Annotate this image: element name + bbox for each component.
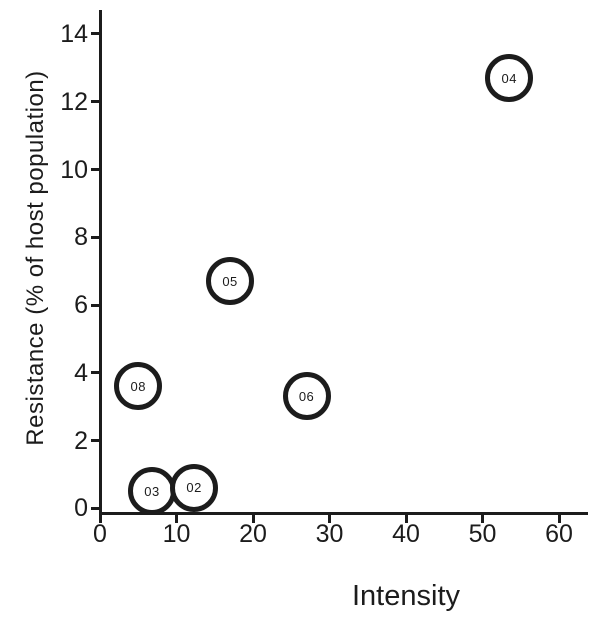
y-tick-mark — [91, 439, 99, 443]
y-tick-mark — [91, 235, 99, 239]
data-point-circle: 05 — [206, 257, 255, 306]
y-tick-mark — [91, 303, 99, 307]
x-tick-mark — [175, 515, 178, 523]
x-tick-mark — [557, 515, 561, 523]
x-tick-mark — [251, 515, 255, 523]
y-tick-label: 0 — [74, 494, 88, 523]
y-tick-label: 12 — [60, 87, 88, 116]
x-tick-label: 20 — [239, 520, 267, 548]
data-point-circle: 06 — [282, 372, 331, 421]
y-tick-label: 6 — [74, 291, 88, 320]
y-tick-label: 8 — [74, 223, 88, 252]
data-point-label: 05 — [222, 273, 238, 289]
data-point-label: 04 — [501, 70, 517, 86]
x-tick-label: 60 — [545, 520, 573, 548]
x-tick-mark — [404, 515, 408, 523]
data-point-label: 02 — [186, 480, 202, 496]
y-axis-line — [99, 10, 102, 515]
data-point-label: 03 — [144, 483, 160, 499]
x-tick-label: 0 — [93, 520, 107, 548]
data-point-label: 06 — [298, 388, 315, 404]
x-tick-label: 10 — [162, 520, 191, 548]
data-point-circle: 02 — [170, 463, 219, 512]
y-tick-label: 4 — [74, 358, 88, 387]
data-point-label: 08 — [130, 378, 146, 394]
x-axis-title: Intensity — [352, 580, 460, 612]
x-tick-mark — [481, 515, 484, 523]
data-point-circle: 04 — [485, 54, 534, 103]
y-axis-title: Resistance (% of host population) — [22, 70, 49, 446]
x-tick-mark — [328, 515, 331, 523]
y-tick-label: 14 — [60, 19, 88, 48]
y-tick-mark — [91, 371, 99, 375]
x-tick-mark — [98, 515, 102, 523]
x-axis-line — [99, 512, 588, 515]
x-tick-label: 40 — [392, 520, 420, 548]
y-tick-mark — [91, 32, 99, 36]
x-tick-label: 30 — [315, 520, 344, 548]
y-tick-label: 10 — [60, 155, 88, 184]
y-tick-mark — [91, 168, 99, 171]
y-tick-mark — [91, 506, 99, 510]
x-tick-label: 50 — [468, 520, 497, 548]
data-point-circle: 08 — [114, 362, 163, 411]
y-tick-label: 2 — [74, 426, 88, 455]
data-point-circle: 03 — [128, 467, 177, 516]
y-tick-mark — [91, 100, 99, 104]
